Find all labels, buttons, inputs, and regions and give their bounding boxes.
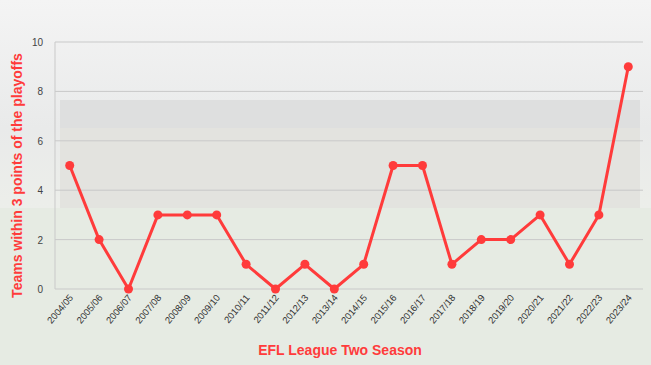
- grid-line: [55, 91, 643, 92]
- data-point: [506, 235, 515, 244]
- x-tick-label: 2020/21: [515, 292, 546, 325]
- x-tick-label: 2006/07: [104, 292, 135, 325]
- data-point: [536, 210, 545, 219]
- chart-svg: 0 2 4 6 8 10 2004/052005/062006/072007/082008/…: [0, 0, 651, 365]
- x-tick-label: 2021/22: [545, 292, 576, 325]
- x-tick-label: 2014/15: [339, 292, 370, 325]
- data-point: [565, 260, 574, 269]
- x-tick-label: 2016/17: [398, 292, 429, 325]
- x-tick-label: 2022/23: [574, 292, 605, 325]
- data-point: [594, 210, 603, 219]
- data-point: [477, 235, 486, 244]
- x-tick-label: 2004/05: [45, 292, 76, 325]
- x-tick-label: 2015/16: [368, 292, 399, 325]
- background-pitch: [0, 208, 651, 365]
- data-point: [242, 260, 251, 269]
- x-tick-label: 2008/09: [162, 292, 193, 325]
- y-tick-label: 10: [32, 37, 44, 48]
- chart-root: 0 2 4 6 8 10 2004/052005/062006/072007/082008/…: [0, 0, 651, 365]
- background-stand-roof: [60, 100, 640, 128]
- data-line: [70, 67, 629, 289]
- x-tick-label: 2005/06: [74, 292, 105, 325]
- data-point: [183, 210, 192, 219]
- data-point: [212, 210, 221, 219]
- y-axis-title: Teams within 3 points of the playoffs: [9, 53, 25, 298]
- data-point: [95, 235, 104, 244]
- y-tick-label: 8: [37, 86, 43, 97]
- data-point: [389, 161, 398, 170]
- data-point: [124, 285, 133, 294]
- x-tick-label: 2018/19: [456, 292, 487, 325]
- y-tick-label: 0: [37, 284, 43, 295]
- y-axis-line: [55, 42, 56, 289]
- x-tick-label: 2013/14: [309, 292, 340, 325]
- x-tick-label: 2019/20: [486, 292, 517, 325]
- x-tick-label: 2012/13: [280, 292, 311, 325]
- grid-line: [55, 42, 643, 43]
- data-point: [330, 285, 339, 294]
- y-tick-label: 4: [37, 185, 43, 196]
- x-tick-label: 2007/08: [133, 292, 164, 325]
- data-point: [271, 285, 280, 294]
- x-tick-label: 2011/12: [251, 292, 281, 325]
- x-tick-label: 2010/11: [222, 292, 252, 325]
- data-point: [418, 161, 427, 170]
- data-point: [624, 62, 633, 71]
- grid-line: [55, 289, 643, 290]
- x-tick-label: 2017/18: [427, 292, 458, 325]
- y-tick-label: 2: [37, 235, 43, 246]
- data-point: [153, 210, 162, 219]
- data-point: [359, 260, 368, 269]
- data-point: [447, 260, 456, 269]
- data-point: [65, 161, 74, 170]
- background-stand: [60, 128, 640, 208]
- grid-line: [55, 140, 643, 141]
- x-axis-title: EFL League Two Season: [258, 342, 422, 358]
- x-tick-label: 2009/10: [192, 292, 223, 325]
- plot-area: [65, 62, 633, 293]
- background: [0, 0, 651, 365]
- grid-line: [55, 190, 643, 191]
- y-tick-label: 6: [37, 136, 43, 147]
- x-tick-label: 2023/24: [603, 292, 634, 325]
- data-point: [300, 260, 309, 269]
